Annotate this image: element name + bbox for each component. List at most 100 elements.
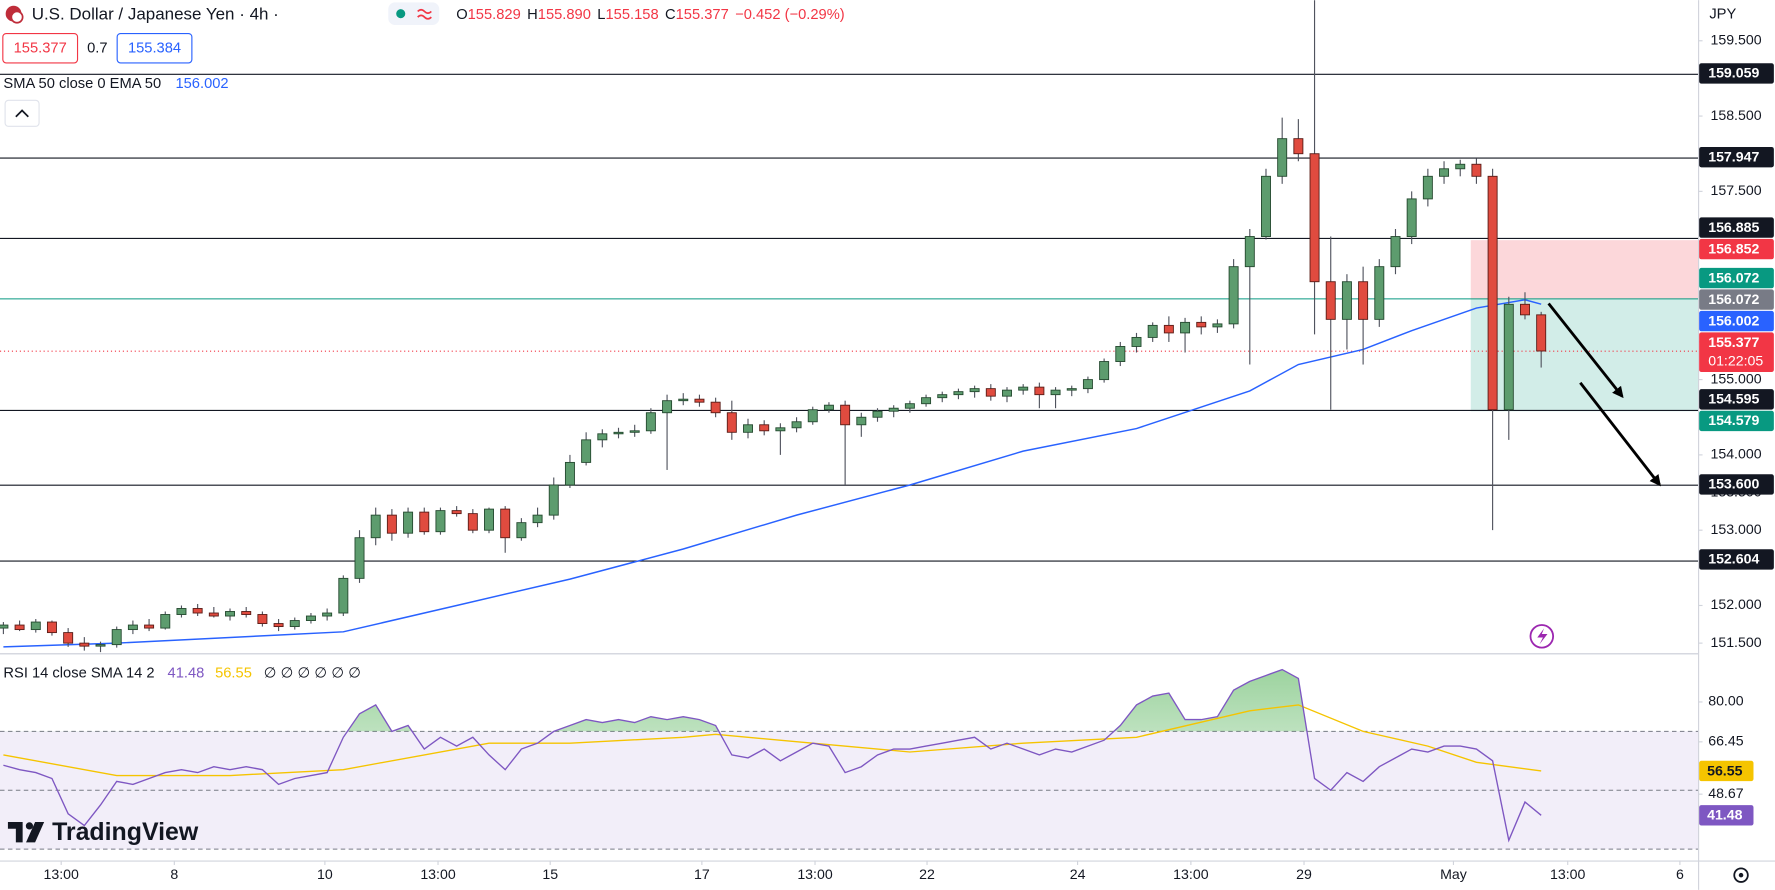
candle-body (46, 621, 57, 634)
candle-body (791, 421, 802, 429)
position-stop-zone (1470, 240, 1699, 299)
price-tag (1699, 63, 1774, 84)
candle-body (1439, 168, 1450, 177)
ohlc-key: O (456, 7, 467, 23)
brand-logo (7, 821, 23, 843)
settings-icon (1738, 872, 1744, 878)
rsi-sma-line (3, 704, 1542, 777)
buy-button[interactable] (116, 32, 193, 64)
candle-body (63, 632, 74, 644)
candle-body (79, 642, 90, 647)
candle-body (30, 621, 41, 631)
candle-body (467, 513, 478, 531)
candle-body (872, 410, 883, 418)
candle-body (176, 608, 187, 615)
price-tag-label: 159.059 (1708, 65, 1759, 81)
candle-body (1455, 163, 1466, 170)
candle-body (1358, 281, 1369, 320)
candle-body (1002, 389, 1012, 397)
candle-body (241, 611, 252, 615)
candle-body (208, 612, 219, 617)
x-tick-label: 13:00 (1550, 866, 1586, 882)
x-tick-label: 13:00 (797, 866, 833, 882)
price-pane (0, 0, 1699, 653)
candle-body (1131, 336, 1142, 347)
price-tag (1699, 267, 1774, 289)
candle-body (225, 611, 235, 617)
rsi-overbought-fill (347, 669, 1307, 732)
candle-body (289, 620, 300, 628)
ema-legend-value: 156.002 (175, 76, 228, 92)
candle-body (1520, 303, 1530, 316)
candle-body (726, 412, 737, 433)
candle-body (1115, 346, 1126, 362)
candle-body (678, 398, 689, 402)
candle-body (1406, 198, 1417, 237)
candle-body (1487, 175, 1498, 411)
candle-body (1293, 138, 1304, 155)
collapse-button[interactable] (4, 99, 40, 127)
candle-body (95, 644, 106, 647)
y-tick-label: 155.000 (1710, 370, 1761, 386)
candle-body (192, 608, 203, 614)
x-tick-label: 29 (1296, 866, 1312, 882)
ohlc-value: 155.158 (605, 7, 658, 23)
ohlc-value: 155.890 (538, 7, 591, 23)
countdown-label: 01:22:05 (1708, 353, 1763, 369)
candle-body (305, 615, 316, 621)
ohlc-value: 155.377 (676, 7, 729, 23)
currency-label[interactable]: JPY (1709, 7, 1736, 23)
rsi-legend-extra: ∅ ∅ ∅ ∅ ∅ ∅ (264, 666, 361, 682)
price-tag (1699, 474, 1774, 495)
candle-body (775, 427, 786, 432)
price-tag-label: 156.852 (1708, 240, 1759, 256)
candle-body (273, 623, 284, 628)
y-tick-label: 151.500 (1710, 634, 1761, 650)
sell-button[interactable] (2, 32, 79, 64)
rsi-sma-tag (1699, 760, 1754, 782)
price-tag (1699, 549, 1774, 570)
candle-body (1309, 153, 1320, 283)
rsi-pane (0, 668, 1699, 850)
status-pill[interactable] (388, 2, 440, 26)
candle-body (1471, 163, 1482, 177)
candle-body (354, 537, 365, 579)
candle-body (1325, 281, 1336, 320)
candle-body (1196, 321, 1207, 328)
y-tick-label: 157.500 (1710, 182, 1761, 198)
spread: 0.7 (87, 41, 107, 57)
candle-body (1018, 386, 1029, 391)
candle-body (548, 484, 559, 516)
candle-body (581, 439, 592, 463)
rsi-tag (1699, 805, 1754, 826)
price-tag (1699, 410, 1774, 432)
price-tag-label: 157.947 (1708, 148, 1759, 164)
candle-body (645, 412, 656, 432)
candle-body (1212, 323, 1223, 328)
buy-price: 155.384 (128, 41, 181, 57)
ema-line (3, 299, 1542, 648)
candle-body (1536, 314, 1547, 352)
candle-body (985, 388, 996, 397)
alert-icon[interactable] (1529, 624, 1555, 649)
candle-body (144, 624, 155, 629)
x-tick-label: 8 (170, 866, 178, 882)
brand-logo (25, 822, 34, 830)
price-tag (1699, 310, 1774, 332)
candle-body (1422, 175, 1433, 200)
price-tag (1699, 289, 1774, 310)
price-tag-label: 154.595 (1708, 391, 1759, 407)
data-delay-icon (417, 8, 432, 20)
settings-icon[interactable] (1733, 867, 1749, 883)
candle-body (1277, 138, 1288, 177)
candle-body (937, 394, 948, 399)
candle-body (564, 461, 575, 486)
x-tick-label: 24 (1070, 866, 1086, 882)
candle-body (322, 612, 333, 617)
flag-jp (10, 10, 24, 24)
price-tag-label: 156.885 (1708, 219, 1759, 235)
candle-body (840, 404, 851, 426)
price-tag (1699, 389, 1774, 410)
